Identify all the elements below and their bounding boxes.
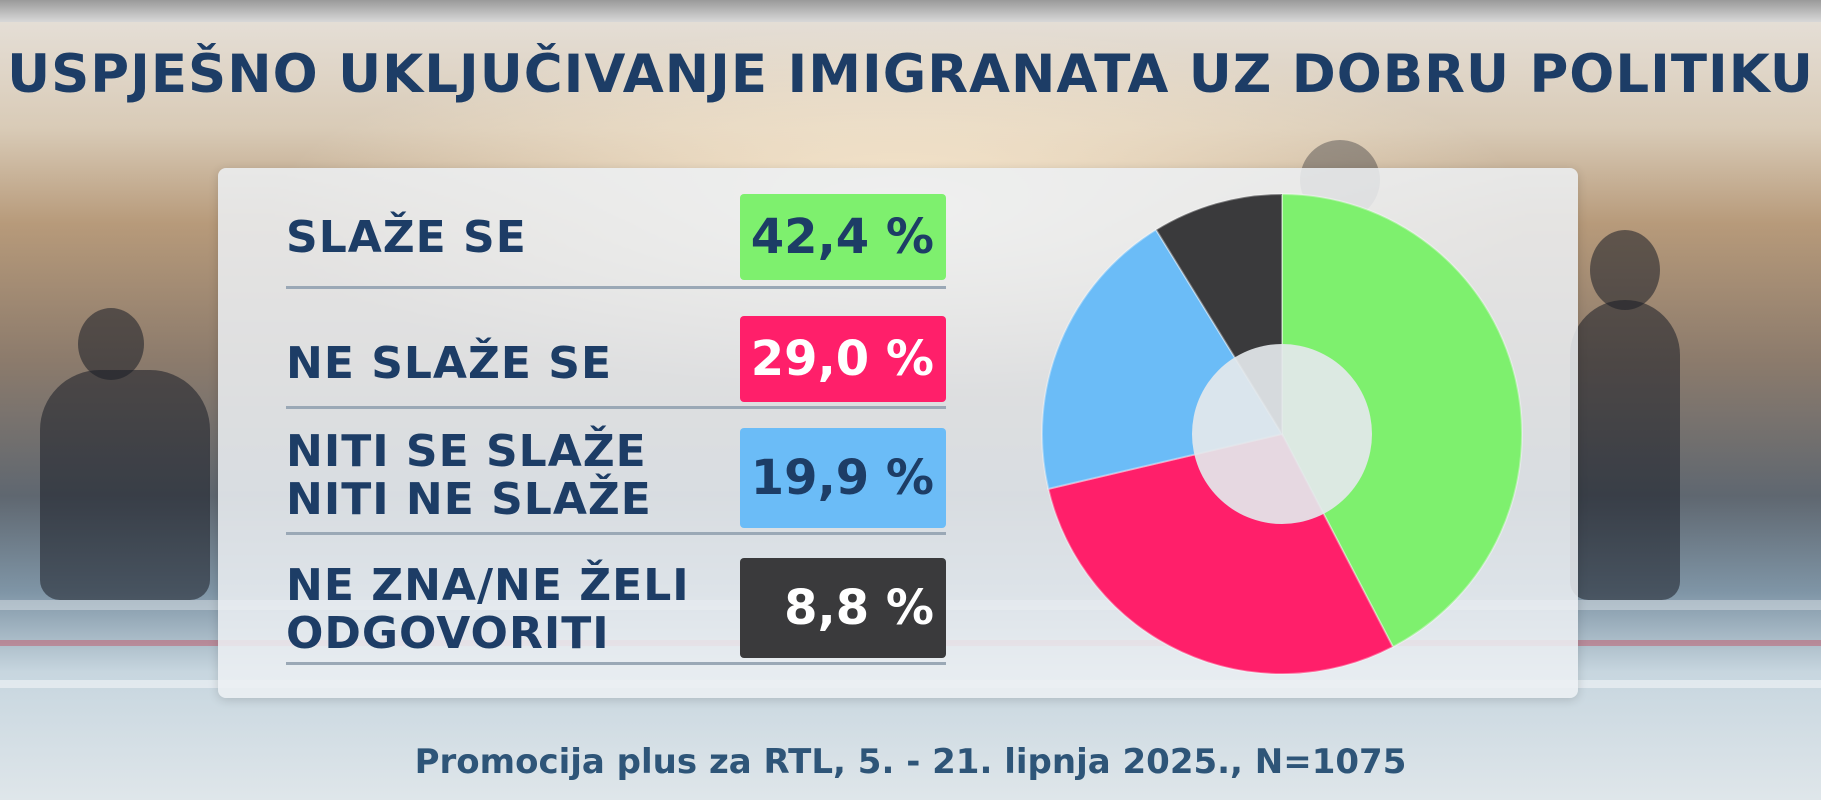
donut-hole: [1192, 344, 1372, 524]
row-label-line: NE SLAŽE SE: [286, 338, 613, 389]
background-silhouette: [40, 370, 210, 600]
result-row: SLAŽE SE 42,4 %: [286, 190, 946, 290]
row-label: NITI SE SLAŽE NITI NE SLAŽE: [286, 428, 652, 524]
top-strip: [0, 0, 1821, 22]
row-label: NE ZNA/NE ŽELI ODGOVORITI: [286, 562, 690, 658]
donut-slice: [1281, 192, 1523, 649]
survey-source: Promocija plus za RTL, 5. - 21. lipnja 2…: [414, 742, 1407, 782]
row-label-line: SLAŽE SE: [286, 212, 527, 263]
row-divider: [286, 406, 946, 409]
result-row: NITI SE SLAŽE NITI NE SLAŽE 19,9 %: [286, 424, 946, 536]
donut-chart: [1041, 192, 1523, 675]
row-divider: [286, 286, 946, 289]
row-label-line: NITI SE SLAŽE: [286, 426, 647, 477]
row-label-line: NITI NE SLAŽE: [286, 474, 652, 525]
row-divider: [286, 662, 946, 665]
background-silhouette: [78, 308, 144, 380]
background-silhouette: [1570, 300, 1680, 600]
row-value-badge: 29,0 %: [740, 316, 946, 402]
row-value-badge: 8,8 %: [740, 558, 946, 658]
result-row: NE ZNA/NE ŽELI ODGOVORITI 8,8 %: [286, 552, 946, 665]
row-value-badge: 19,9 %: [740, 428, 946, 528]
row-label: NE SLAŽE SE: [286, 340, 612, 388]
result-row: NE SLAŽE SE 29,0 %: [286, 314, 946, 414]
background-silhouette: [1590, 230, 1660, 310]
row-label-line: ODGOVORITI: [286, 608, 610, 659]
chart-title: USPJEŠNO UKLJUČIVANJE IMIGRANATA UZ DOBR…: [7, 44, 1814, 105]
row-value-badge: 42,4 %: [740, 194, 946, 280]
row-divider: [286, 532, 946, 535]
row-label: SLAŽE SE: [286, 214, 527, 262]
row-label-line: NE ZNA/NE ŽELI: [286, 560, 690, 611]
